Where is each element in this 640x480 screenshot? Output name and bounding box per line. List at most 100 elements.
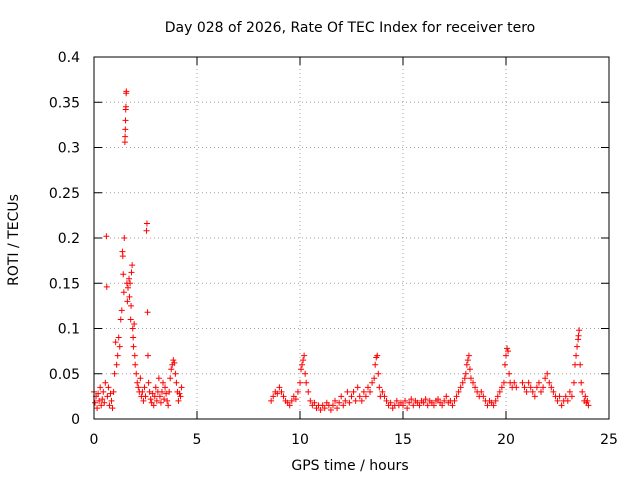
data-point xyxy=(496,388,503,395)
data-point xyxy=(406,399,413,406)
data-point xyxy=(139,388,146,395)
data-point xyxy=(280,393,287,400)
data-point xyxy=(165,402,172,409)
data-point xyxy=(544,370,551,377)
data-point xyxy=(329,402,336,409)
data-point xyxy=(579,388,586,395)
data-point xyxy=(300,357,307,364)
data-point xyxy=(294,388,301,395)
data-point xyxy=(129,325,136,332)
data-point xyxy=(143,220,150,227)
data-point xyxy=(117,316,124,323)
data-point xyxy=(302,370,309,377)
y-axis-label: ROTI / TECUs xyxy=(6,194,22,286)
data-point xyxy=(546,379,553,386)
data-point xyxy=(156,393,163,400)
data-point xyxy=(123,88,130,95)
data-point xyxy=(467,375,474,382)
data-point xyxy=(176,390,183,397)
data-point xyxy=(270,393,277,400)
data-point xyxy=(379,388,386,395)
data-point xyxy=(286,402,293,409)
data-point xyxy=(354,384,361,391)
data-point xyxy=(107,390,114,397)
data-point xyxy=(346,399,353,406)
x-tick-label: 20 xyxy=(497,432,515,448)
data-point xyxy=(96,397,103,404)
data-point xyxy=(422,396,429,403)
y-tick-label: 0.35 xyxy=(49,95,80,111)
data-point xyxy=(570,379,577,386)
data-point xyxy=(464,357,471,364)
data-point xyxy=(556,393,563,400)
data-point xyxy=(129,262,136,269)
data-point xyxy=(451,397,458,404)
data-point xyxy=(503,352,509,359)
data-point xyxy=(575,332,582,339)
y-tick-label: 0.2 xyxy=(58,231,80,247)
data-points xyxy=(91,88,592,413)
data-point xyxy=(292,396,299,403)
data-point xyxy=(167,375,174,382)
data-point xyxy=(144,352,151,359)
data-point xyxy=(374,352,381,359)
data-point xyxy=(533,384,540,391)
data-point xyxy=(303,379,310,386)
data-point xyxy=(336,399,343,406)
data-point xyxy=(152,384,159,391)
data-point xyxy=(103,283,110,290)
data-point xyxy=(327,406,334,413)
data-point xyxy=(126,275,133,282)
data-point xyxy=(153,397,160,404)
data-point xyxy=(453,393,460,400)
data-point xyxy=(449,402,456,409)
data-point xyxy=(498,384,505,391)
data-point xyxy=(568,393,575,400)
data-point xyxy=(578,379,585,386)
x-tick-label: 0 xyxy=(90,432,99,448)
data-point xyxy=(511,379,518,386)
data-point xyxy=(102,379,109,386)
data-point xyxy=(381,393,388,400)
data-point xyxy=(348,393,355,400)
data-point xyxy=(352,397,359,404)
data-point xyxy=(147,396,154,403)
data-point xyxy=(124,284,131,291)
data-point xyxy=(130,334,137,341)
data-point xyxy=(104,393,111,400)
data-point xyxy=(301,352,308,359)
data-point xyxy=(472,384,479,391)
data-point xyxy=(338,393,345,400)
data-point xyxy=(531,393,538,400)
data-point xyxy=(582,393,589,400)
data-point xyxy=(161,396,168,403)
data-point xyxy=(299,361,306,368)
data-point xyxy=(371,375,378,382)
data-point xyxy=(121,235,128,241)
data-point xyxy=(500,379,507,386)
data-point xyxy=(490,402,497,409)
data-point xyxy=(455,388,462,395)
data-point xyxy=(171,359,178,366)
data-point xyxy=(558,402,565,409)
data-point xyxy=(375,370,382,377)
data-point xyxy=(408,396,415,403)
data-point xyxy=(130,343,137,350)
data-point xyxy=(288,397,295,404)
data-point xyxy=(505,348,512,355)
data-point xyxy=(402,397,409,404)
data-point xyxy=(172,370,179,377)
data-point xyxy=(367,388,374,395)
data-point xyxy=(443,393,450,400)
data-point xyxy=(513,384,520,391)
data-point xyxy=(164,397,171,404)
data-point xyxy=(393,397,400,404)
data-point xyxy=(140,397,147,404)
data-point xyxy=(564,397,571,404)
data-point xyxy=(416,402,423,409)
data-point xyxy=(114,352,121,359)
data-point xyxy=(146,388,153,395)
data-point xyxy=(344,388,351,395)
data-point xyxy=(116,343,123,350)
